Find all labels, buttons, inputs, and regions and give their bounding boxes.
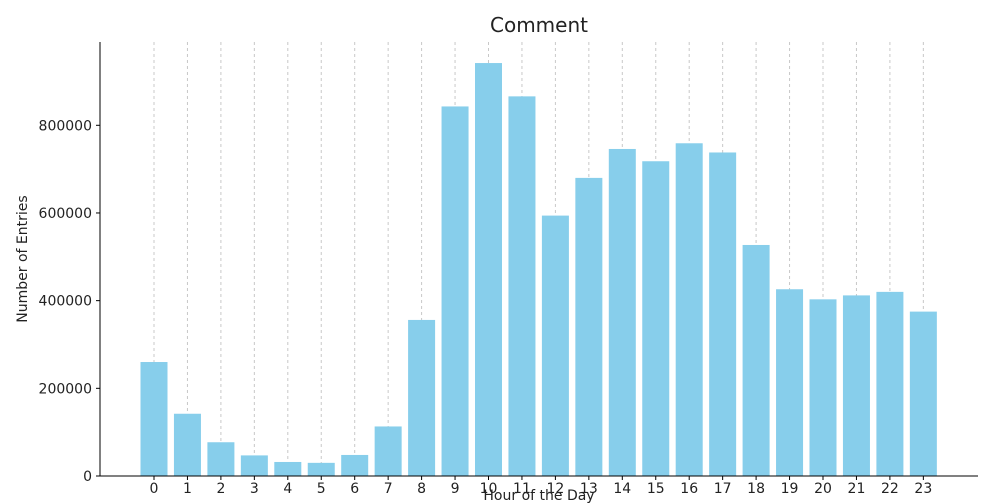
- bar-hour-15: [642, 161, 670, 476]
- x-tick-label-20: 20: [814, 481, 832, 497]
- x-tick-label-6: 6: [350, 481, 359, 497]
- bar-hour-18: [742, 244, 770, 476]
- x-tick-label-14: 14: [613, 481, 631, 497]
- x-tick-label-0: 0: [150, 481, 159, 497]
- x-tick-label-10: 10: [480, 481, 498, 497]
- bar-hour-10: [475, 63, 502, 477]
- x-tick-label-1: 1: [183, 481, 192, 497]
- bar-hour-20: [809, 299, 837, 476]
- bar-hour-14: [608, 148, 636, 477]
- x-tick-label-3: 3: [250, 481, 259, 497]
- axis-layer: [99, 42, 978, 477]
- y-axis-label: Number of Entries: [15, 195, 31, 322]
- bar-hour-16: [675, 143, 703, 476]
- x-tick-label-8: 8: [417, 481, 426, 497]
- y-tick-layer: 0 200000 400000 600000 800000: [39, 118, 100, 485]
- x-tick-label-16: 16: [680, 481, 698, 497]
- bar-hour-3: [240, 455, 268, 476]
- x-tick-label-7: 7: [384, 481, 393, 497]
- bar-hour-19: [776, 289, 804, 476]
- bar-hour-12: [541, 215, 569, 476]
- bar-hour-11: [508, 96, 536, 477]
- bar-hour-2: [207, 442, 235, 476]
- x-axis-label: Hour of the Day: [483, 488, 594, 504]
- x-tick-label-19: 19: [781, 481, 799, 497]
- x-tick-label-9: 9: [451, 481, 460, 497]
- y-tick-label-200000: 200000: [39, 381, 92, 397]
- y-tick-label-400000: 400000: [39, 294, 92, 310]
- x-tick-label-21: 21: [848, 481, 866, 497]
- bar-hour-13: [575, 177, 603, 476]
- x-tick-label-11: 11: [513, 481, 531, 497]
- x-tick-label-2: 2: [216, 481, 225, 497]
- bar-hour-5: [307, 462, 335, 476]
- x-tick-label-17: 17: [714, 481, 732, 497]
- bar-hour-4: [274, 461, 302, 476]
- bar-hour-17: [709, 152, 737, 477]
- x-tick-label-22: 22: [881, 481, 899, 497]
- chart-title: Comment: [490, 13, 588, 37]
- x-tick-label-18: 18: [747, 481, 765, 497]
- x-tick-label-4: 4: [283, 481, 292, 497]
- x-tick-label-13: 13: [580, 481, 598, 497]
- bar-hour-0: [140, 362, 168, 476]
- x-tick-label-23: 23: [914, 481, 932, 497]
- grid-layer: [153, 42, 924, 476]
- x-tick-label-5: 5: [317, 481, 326, 497]
- bar-hour-23: [909, 311, 937, 476]
- bar-hour-8: [408, 319, 436, 476]
- bar-hour-6: [341, 454, 369, 476]
- x-tick-label-12: 12: [546, 481, 564, 497]
- bar-hour-7: [374, 426, 402, 476]
- x-tick-layer: 0 1 2 3 4 5 6 7 8 9 10 11 12 13 14 15 16 17 18 19 20 21 22 23: [150, 476, 932, 497]
- y-tick-label-800000: 800000: [39, 118, 92, 134]
- bar-hour-22: [876, 291, 904, 476]
- bar-layer: [140, 63, 937, 477]
- bar-hour-21: [842, 295, 870, 476]
- bar-hour-1: [173, 413, 201, 476]
- y-tick-label-0: 0: [83, 469, 92, 485]
- y-tick-label-600000: 600000: [39, 206, 92, 222]
- x-tick-label-15: 15: [647, 481, 665, 497]
- bar-hour-9: [441, 106, 469, 477]
